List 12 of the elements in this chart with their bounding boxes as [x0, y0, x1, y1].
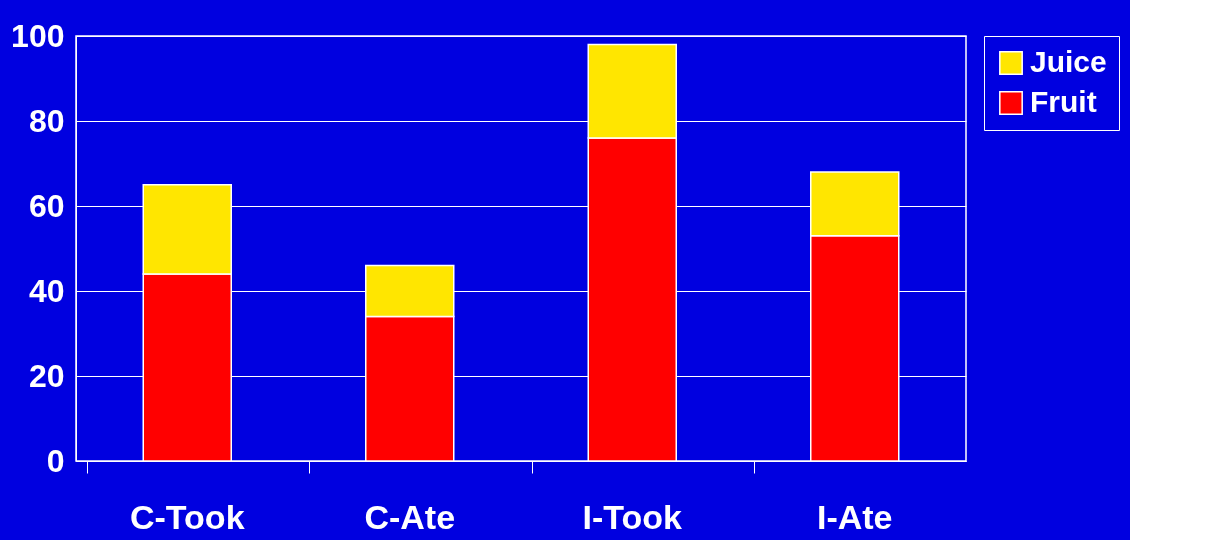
x-tick-label: C-Took — [129, 497, 245, 536]
y-tick-label: 60 — [28, 187, 65, 224]
x-tick-label: C-Ate — [364, 497, 456, 536]
y-tick-label: 100 — [11, 17, 65, 54]
y-tick-label: 20 — [28, 357, 65, 394]
y-tick-label: 80 — [28, 102, 65, 139]
y-tick-label: 40 — [28, 272, 65, 309]
x-tick-label: I-Ate — [816, 497, 893, 536]
legend-label: Fruit — [1030, 85, 1097, 118]
y-tick-label: 0 — [46, 442, 65, 479]
x-tick-label: I-Took — [582, 497, 683, 536]
legend-label: Juice — [1030, 45, 1107, 78]
